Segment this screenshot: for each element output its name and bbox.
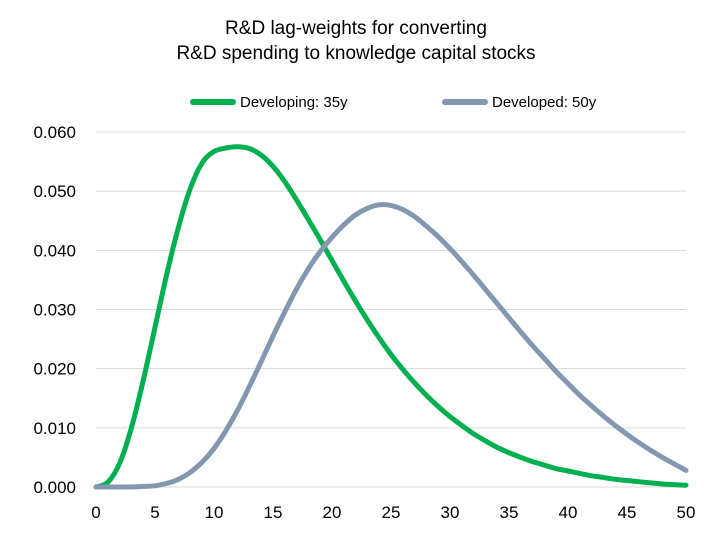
x-tick-label: 45	[618, 503, 637, 522]
y-tick-label: 0.060	[33, 123, 76, 142]
x-tick-label: 35	[500, 503, 519, 522]
chart-title-line-2: R&D spending to knowledge capital stocks	[176, 43, 536, 64]
x-tick-label: 15	[264, 503, 283, 522]
y-tick-label: 0.030	[33, 301, 76, 320]
y-tick-label: 0.050	[33, 182, 76, 201]
x-tick-label: 50	[677, 503, 696, 522]
chart-title-line-1: R&D lag-weights for converting	[225, 18, 487, 39]
y-tick-label: 0.000	[33, 478, 76, 497]
x-tick-label: 0	[91, 503, 100, 522]
y-tick-label: 0.010	[33, 419, 76, 438]
x-tick-label: 10	[205, 503, 224, 522]
legend-item-developing: Developing: 35y	[190, 91, 348, 113]
legend-swatch-developed	[442, 99, 488, 105]
x-tick-label: 30	[441, 503, 460, 522]
legend-swatch-developing	[190, 99, 236, 105]
series-line-developed	[93, 202, 689, 490]
x-tick-label: 5	[150, 503, 159, 522]
x-tick-label: 40	[559, 503, 578, 522]
y-tick-label: 0.040	[33, 241, 76, 260]
x-tick-label: 25	[382, 503, 401, 522]
x-tick-label: 20	[323, 503, 342, 522]
y-tick-label: 0.020	[33, 360, 76, 379]
legend-label-developed: Developed: 50y	[492, 93, 597, 111]
series-line-developing	[93, 144, 689, 490]
legend-item-developed: Developed: 50y	[442, 91, 596, 113]
legend-label-developing: Developing: 35y	[240, 93, 348, 111]
